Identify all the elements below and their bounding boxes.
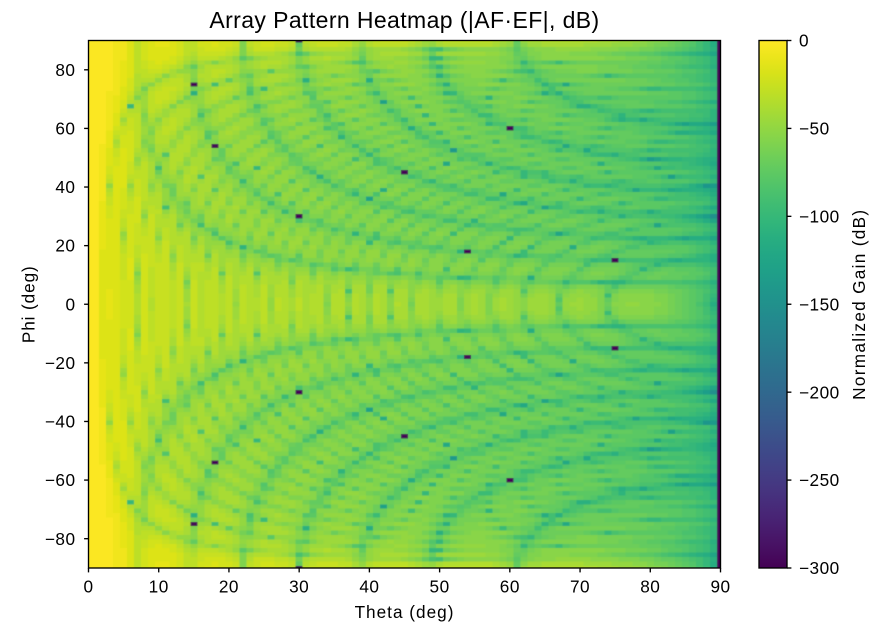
svg-text:40: 40 [55, 177, 75, 197]
svg-text:−250: −250 [799, 470, 840, 490]
svg-text:−60: −60 [45, 470, 76, 490]
svg-text:−80: −80 [45, 529, 76, 549]
svg-text:−50: −50 [799, 119, 830, 139]
svg-text:Normalized Gain (dB): Normalized Gain (dB) [849, 209, 869, 400]
svg-text:−300: −300 [799, 558, 840, 578]
svg-text:80: 80 [640, 577, 660, 597]
svg-text:20: 20 [219, 577, 239, 597]
svg-text:−40: −40 [45, 412, 76, 432]
svg-text:Theta (deg): Theta (deg) [355, 602, 455, 622]
svg-text:Phi (deg): Phi (deg) [19, 265, 39, 343]
svg-text:−200: −200 [799, 382, 840, 402]
svg-text:0: 0 [83, 577, 93, 597]
svg-text:50: 50 [430, 577, 450, 597]
svg-text:−150: −150 [799, 294, 840, 314]
svg-text:10: 10 [149, 577, 169, 597]
svg-text:0: 0 [65, 294, 75, 314]
svg-text:40: 40 [359, 577, 379, 597]
svg-text:70: 70 [570, 577, 590, 597]
svg-text:0: 0 [799, 31, 809, 51]
svg-text:30: 30 [289, 577, 309, 597]
svg-text:60: 60 [55, 119, 75, 139]
svg-text:−20: −20 [45, 353, 76, 373]
svg-text:60: 60 [500, 577, 520, 597]
svg-text:20: 20 [55, 236, 75, 256]
svg-text:Array Pattern Heatmap (|AF·EF|: Array Pattern Heatmap (|AF·EF|, dB) [209, 7, 599, 33]
svg-text:80: 80 [55, 60, 75, 80]
svg-text:−100: −100 [799, 206, 840, 226]
svg-text:90: 90 [710, 577, 730, 597]
